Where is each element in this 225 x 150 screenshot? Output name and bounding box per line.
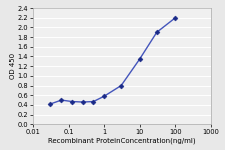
- Y-axis label: OD 450: OD 450: [10, 53, 16, 79]
- X-axis label: Recombinant ProteinConcentration(ng/ml): Recombinant ProteinConcentration(ng/ml): [48, 138, 196, 144]
